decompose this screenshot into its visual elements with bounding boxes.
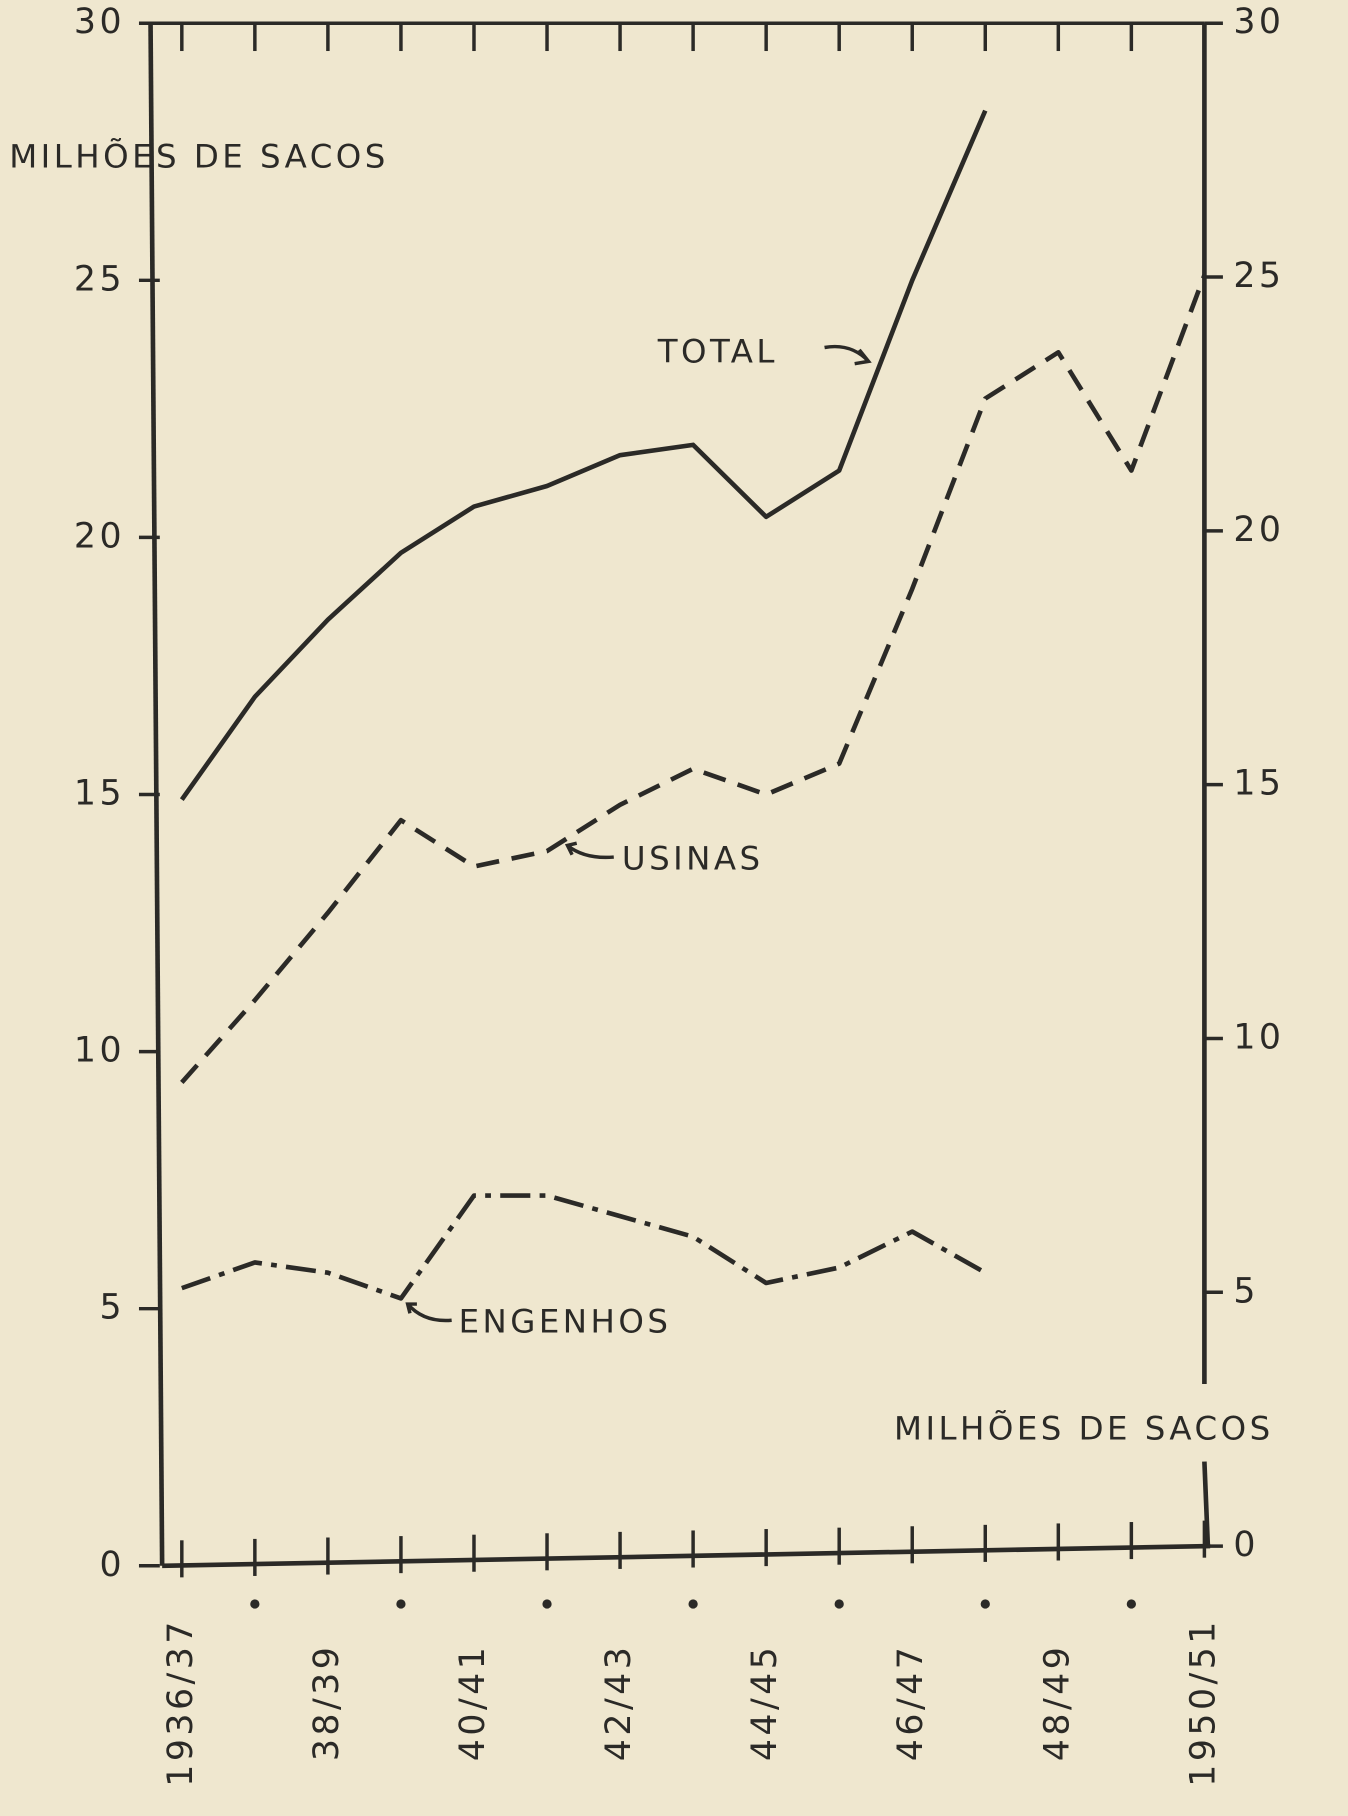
x-tick-dot [250,1599,260,1609]
engenhos-annotation: ENGENHOS [459,1303,672,1341]
y-tick-label: 25 [74,259,125,299]
y-tick-label: 0 [99,1545,125,1585]
x-tick-label: 1936/37 [161,1618,201,1787]
x-tick-dot [396,1599,406,1609]
y2-axis-label: MILHÕES DE SACOS [894,1409,1274,1447]
y2-tick-label: 15 [1233,764,1284,804]
y-tick-label: 15 [74,774,125,814]
x-tick-label: 38/39 [307,1644,347,1761]
total-arrow [824,344,872,366]
y2-tick-label: 25 [1233,256,1284,296]
y2-tick-label: 10 [1233,1017,1284,1057]
series-line [179,109,988,801]
y-tick-label: 30 [74,2,125,42]
series-line [181,1193,987,1301]
x-tick-dot [834,1599,844,1609]
usinas-annotation: USINAS [622,840,764,878]
y2-tick-label: 20 [1233,510,1284,550]
engenhos-arrow [405,1302,452,1323]
y2-tick-label: 30 [1233,2,1284,42]
x-tick-label: 46/47 [891,1644,931,1761]
y-axis-label: MILHÕES DE SACOS [9,138,389,176]
y2-tick-label: 0 [1233,1525,1259,1565]
x-tick-label: 40/41 [453,1644,493,1761]
total-annotation: TOTAL [657,332,778,370]
series-line [180,274,1207,1084]
usinas-arrow [564,841,614,860]
x-axis [162,1543,1211,1569]
x-tick-dot [688,1599,698,1609]
x-tick-dot [1126,1599,1136,1609]
y-tick-label: 10 [74,1031,125,1071]
y-tick-label: 20 [74,516,125,556]
x-tick-label: 44/45 [745,1644,785,1761]
x-tick-label: 1950/51 [1183,1618,1223,1787]
x-tick-label: 42/43 [599,1644,639,1761]
x-tick-dot [542,1599,552,1609]
x-tick-dot [980,1599,990,1609]
x-tick-label: 48/49 [1037,1644,1077,1761]
y-tick-label: 5 [99,1288,125,1328]
y2-tick-label: 5 [1233,1271,1259,1311]
y2-axis-lower [1202,1461,1211,1547]
